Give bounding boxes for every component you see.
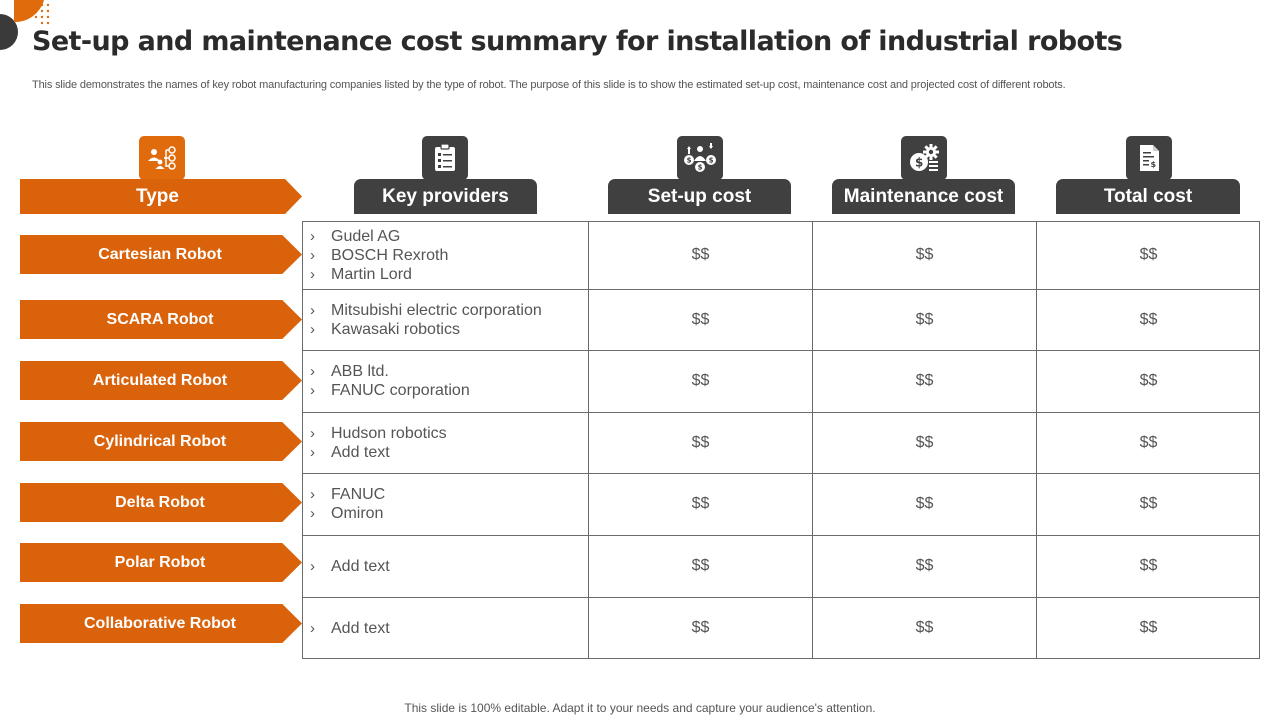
type-column-header: Type (20, 179, 302, 214)
provider-name: Martin Lord (331, 265, 412, 283)
maintenance-cost-cell: $$ (915, 619, 934, 636)
row-type-label: SCARA Robot (20, 300, 302, 339)
provider-name: BOSCH Rexroth (331, 246, 449, 264)
providers-cell: › ABB ltd. › FANUC corporation (310, 350, 470, 412)
invoice-document-icon: $ (1126, 136, 1172, 180)
provider-item: › Add text (310, 557, 390, 576)
row-type-label: Collaborative Robot (20, 604, 302, 643)
setup-cost-cell: $$ (691, 557, 710, 574)
provider-name: Add text (331, 557, 390, 575)
setup-cost-cell: $$ (691, 372, 710, 389)
svg-text:$: $ (709, 157, 714, 165)
providers-cell: › Add text (310, 535, 390, 597)
chevron-right-icon: › (310, 424, 315, 442)
setup-cost-cell: $$ (691, 433, 710, 451)
total-cost-cell: $$ (1139, 557, 1158, 574)
svg-text:$: $ (687, 157, 692, 165)
providers-cell: › Add text (310, 597, 390, 659)
org-chart-icon (139, 136, 185, 180)
chevron-right-icon: › (310, 382, 315, 399)
providers-cell: › Mitsubishi electric corporation › Kawasak… (310, 289, 542, 350)
provider-item: › ABB ltd. (310, 362, 470, 381)
setup-cost-cell: $$ (691, 495, 710, 512)
svg-text:$: $ (1151, 160, 1157, 169)
provider-name: Kawasaki robotics (331, 320, 460, 338)
provider-item: › Martin Lord (310, 265, 448, 284)
maintenance-cost-cell: $$ (915, 372, 934, 389)
maintenance-cost-cell: $$ (915, 246, 934, 263)
footer-note: This slide is 100% editable. Adapt it to… (404, 701, 876, 715)
providers-cell: › Gudel AG › BOSCH Rexroth › Martin Lord (310, 221, 448, 289)
provider-item: › Add text (310, 619, 390, 638)
chevron-right-icon: › (310, 320, 315, 338)
row-type-label: Cartesian Robot (20, 235, 302, 274)
provider-name: Add text (331, 443, 390, 461)
chevron-right-icon: › (310, 227, 315, 245)
provider-item: › Gudel AG (310, 227, 448, 246)
svg-text:$: $ (698, 164, 703, 172)
provider-item: › FANUC (310, 485, 385, 504)
maintenance-cost-column-header: Maintenance cost (832, 179, 1015, 214)
cost-table (302, 221, 1260, 659)
page-subtitle: This slide demonstrates the names of key… (32, 79, 1066, 91)
clipboard-icon (422, 136, 468, 180)
chevron-right-icon: › (310, 246, 315, 264)
provider-name: ABB ltd. (331, 363, 389, 380)
provider-item: › Mitsubishi electric corporation (310, 301, 542, 320)
provider-item: › BOSCH Rexroth (310, 246, 448, 265)
setup-cost-cell: $$ (691, 619, 710, 636)
row-type-label: Articulated Robot (20, 361, 302, 400)
maintenance-cost-cell: $$ (915, 433, 934, 451)
maintenance-cost-cell: $$ (915, 495, 934, 512)
corner-decoration (0, 0, 50, 50)
provider-item: › Hudson robotics (310, 424, 447, 443)
chevron-right-icon: › (310, 619, 315, 637)
providers-column-header: Key providers (354, 179, 537, 214)
provider-name: FANUC (331, 486, 386, 503)
setup-cost-column-header: Set-up cost (608, 179, 791, 214)
cost-gear-icon: $ (901, 136, 947, 180)
total-cost-cell: $$ (1139, 246, 1158, 263)
setup-cost-cell: $$ (691, 310, 710, 328)
provider-item: › Omiron (310, 504, 385, 523)
provider-name: Mitsubishi electric corporation (331, 301, 542, 319)
provider-name: Gudel AG (331, 227, 401, 245)
row-type-label: Delta Robot (20, 483, 302, 522)
svg-text:$: $ (915, 156, 923, 170)
provider-item: › Add text (310, 443, 447, 462)
provider-item: › FANUC corporation (310, 381, 470, 400)
total-cost-column-header: Total cost (1056, 179, 1240, 214)
money-transfer-icon: $ $ $ (677, 136, 723, 180)
provider-name: Hudson robotics (331, 424, 447, 442)
total-cost-cell: $$ (1139, 619, 1158, 636)
chevron-right-icon: › (310, 486, 315, 503)
providers-cell: › FANUC › Omiron (310, 473, 385, 535)
total-cost-cell: $$ (1139, 372, 1158, 389)
setup-cost-cell: $$ (691, 246, 710, 263)
maintenance-cost-cell: $$ (915, 557, 934, 574)
page-title: Set-up and maintenance cost summary for … (32, 26, 1123, 57)
maintenance-cost-cell: $$ (915, 310, 934, 328)
chevron-right-icon: › (310, 265, 315, 283)
total-cost-cell: $$ (1139, 495, 1158, 512)
chevron-right-icon: › (310, 557, 315, 575)
provider-item: › Kawasaki robotics (310, 320, 542, 339)
row-type-label: Cylindrical Robot (20, 422, 302, 461)
provider-name: FANUC corporation (331, 382, 470, 399)
provider-name: Omiron (331, 505, 384, 522)
providers-cell: › Hudson robotics › Add text (310, 412, 447, 473)
chevron-right-icon: › (310, 363, 315, 380)
total-cost-cell: $$ (1139, 433, 1158, 451)
chevron-right-icon: › (310, 443, 315, 461)
chevron-right-icon: › (310, 505, 315, 522)
total-cost-cell: $$ (1139, 310, 1158, 328)
chevron-right-icon: › (310, 301, 315, 319)
row-type-label: Polar Robot (20, 543, 302, 582)
provider-name: Add text (331, 619, 390, 637)
